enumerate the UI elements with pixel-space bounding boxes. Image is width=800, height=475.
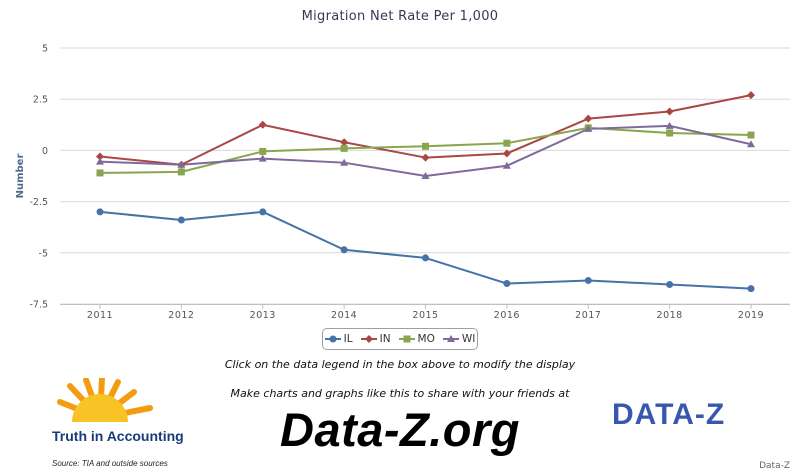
- data-point-wi[interactable]: [502, 161, 511, 169]
- legend-symbol-icon: [360, 335, 377, 343]
- data-point-il[interactable]: [96, 208, 104, 216]
- data-point-in[interactable]: [747, 91, 755, 100]
- y-axis-title: Number: [15, 154, 26, 199]
- chart-title: Migration Net Rate Per 1,000: [301, 9, 499, 24]
- data-point-wi[interactable]: [421, 172, 430, 179]
- y-tick-label: 5: [42, 44, 48, 55]
- data-point-wi[interactable]: [258, 154, 267, 162]
- data-point-mo[interactable]: [177, 168, 185, 176]
- data-point-in[interactable]: [665, 107, 674, 116]
- data-point-mo[interactable]: [747, 131, 755, 139]
- y-tick-label: 0: [42, 146, 48, 157]
- x-tick-label: 2014: [331, 310, 357, 321]
- x-tick-label: 2012: [168, 310, 194, 321]
- data-point-wi[interactable]: [584, 124, 593, 132]
- legend-label: IN: [379, 333, 391, 345]
- data-point-mo[interactable]: [666, 129, 674, 137]
- x-tick-label: 2019: [738, 310, 764, 321]
- credit-text[interactable]: Data-Z: [759, 461, 790, 471]
- y-tick-label: 2.5: [33, 95, 48, 106]
- data-point-wi[interactable]: [747, 140, 755, 148]
- data-point-il[interactable]: [177, 216, 185, 224]
- data-point-in[interactable]: [96, 152, 104, 161]
- x-tick-label: 2018: [657, 310, 683, 321]
- series-line-il: [99, 210, 752, 290]
- legend-symbol-icon: [398, 335, 415, 343]
- data-point-il[interactable]: [259, 208, 267, 216]
- x-tick-label: 2016: [494, 310, 520, 321]
- data-point-mo[interactable]: [503, 139, 511, 147]
- legend-item-wi[interactable]: WI: [442, 333, 476, 345]
- data-point-mo[interactable]: [259, 147, 267, 155]
- data-point-il[interactable]: [503, 280, 511, 288]
- site-logo[interactable]: Data-Z.org: [280, 403, 520, 456]
- legend-symbol-icon: [324, 335, 341, 343]
- legend-item-mo[interactable]: MO: [398, 333, 435, 345]
- data-point-in[interactable]: [502, 149, 511, 158]
- data-point-wi[interactable]: [96, 157, 104, 165]
- data-point-il[interactable]: [422, 254, 429, 262]
- chart-legend[interactable]: IL IN MO WI: [322, 328, 478, 350]
- legend-item-in[interactable]: IN: [360, 333, 391, 345]
- legend-item-il[interactable]: IL: [324, 333, 353, 345]
- data-point-in[interactable]: [584, 114, 593, 123]
- data-point-wi[interactable]: [665, 121, 674, 129]
- y-tick-label: -7.5: [29, 300, 48, 311]
- data-point-il[interactable]: [340, 246, 348, 254]
- data-point-mo[interactable]: [340, 144, 348, 152]
- x-tick-label: 2015: [412, 310, 438, 321]
- data-point-in[interactable]: [340, 138, 349, 147]
- data-point-il[interactable]: [666, 281, 674, 289]
- data-point-in[interactable]: [258, 120, 267, 129]
- legend-label: MO: [417, 333, 435, 345]
- x-tick-label: 2017: [575, 310, 601, 321]
- data-point-in[interactable]: [421, 153, 430, 162]
- y-tick-label: -5: [39, 248, 48, 259]
- data-point-mo[interactable]: [96, 169, 104, 177]
- legend-hint: Click on the data legend in the box abov…: [224, 358, 576, 371]
- data-point-mo[interactable]: [422, 142, 429, 150]
- sun-icon: [57, 378, 153, 422]
- legend-label: WI: [461, 333, 476, 345]
- data-point-wi[interactable]: [177, 160, 186, 168]
- tia-logo[interactable]: Truth in Accounting: [52, 428, 184, 444]
- data-point-il[interactable]: [747, 285, 755, 293]
- x-tick-label: 2013: [250, 310, 276, 321]
- legend-label: IL: [343, 333, 353, 345]
- y-tick-label: -2.5: [29, 197, 48, 208]
- data-point-il[interactable]: [584, 276, 592, 284]
- source-note: Source: TIA and outside sources: [52, 459, 168, 468]
- chart-plot: 5 2.5 0 -2.5 -5 -7.5 2011 2012 2013 2014 2015 2016 2…: [15, 44, 790, 321]
- brand-logo[interactable]: DATA-Z: [612, 398, 726, 431]
- legend-symbol-icon: [442, 335, 459, 342]
- x-tick-label: 2011: [87, 310, 113, 321]
- data-point-wi[interactable]: [340, 158, 349, 166]
- promo-text: Make charts and graphs like this to shar…: [230, 387, 570, 400]
